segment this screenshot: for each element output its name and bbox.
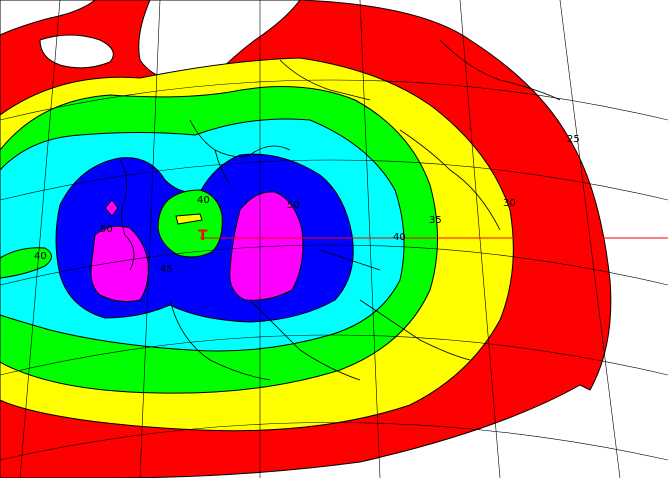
coastlines: [119, 39, 561, 381]
contour-label: 40: [34, 251, 47, 262]
contour-label: 35: [429, 215, 442, 226]
transmitter-marker: T: [198, 228, 208, 244]
contour-band-green-center: [157, 189, 223, 258]
contour-label: 45: [160, 264, 173, 275]
land-iceland-area: [39, 34, 114, 69]
contour-label: 25: [567, 134, 580, 145]
contour-label: 50: [287, 200, 300, 211]
contour-band-magenta-small: [104, 199, 119, 217]
contour-labels: 40 40 50 50 45 40 35 30 25: [34, 134, 580, 275]
contour-band-magenta-west: [90, 225, 149, 303]
contour-label: 50: [100, 224, 113, 235]
contour-label: 40: [197, 195, 210, 206]
contour-band-yellow-center: [175, 213, 203, 225]
land-northwest: [0, 0, 96, 36]
contour-label: 30: [503, 198, 516, 209]
contour-label: 40: [393, 232, 406, 243]
contour-band-magenta-east: [229, 191, 304, 301]
